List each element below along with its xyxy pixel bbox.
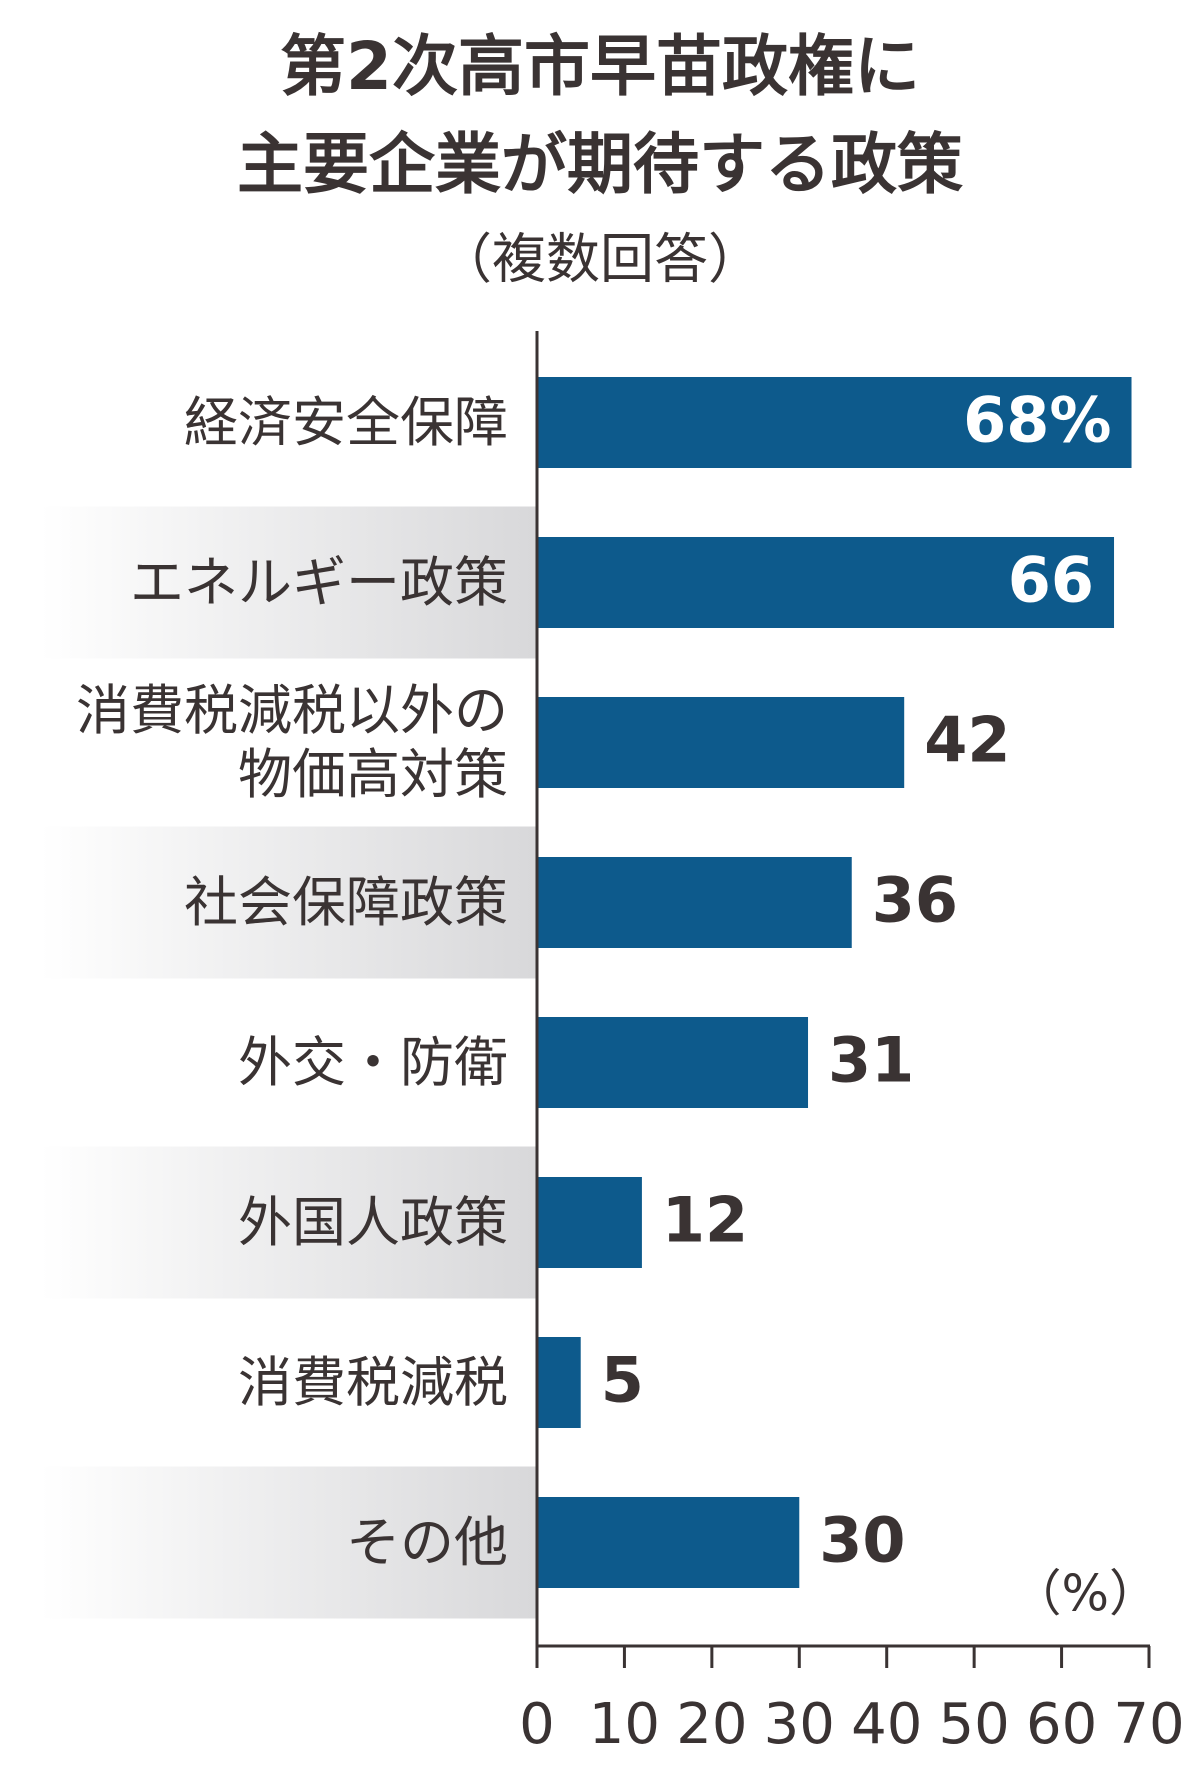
category-text: 経済安全保障 <box>184 390 508 454</box>
category-label: 経済安全保障 <box>38 347 508 499</box>
category-label: エネルギー政策 <box>38 507 508 659</box>
value-label: 36 <box>872 864 958 937</box>
bar <box>537 1177 642 1268</box>
value-label: 12 <box>662 1184 748 1257</box>
x-tick-label: 40 <box>851 1692 922 1757</box>
category-label: その他 <box>38 1467 508 1619</box>
row-band <box>40 506 537 659</box>
row-bands <box>40 506 537 1619</box>
bar <box>537 537 1115 628</box>
value-label: 5 <box>601 1344 644 1417</box>
category-text: 消費税減税以外の物価高対策 <box>76 678 508 806</box>
category-text: 社会保障政策 <box>184 870 508 934</box>
row-band <box>40 1146 537 1299</box>
category-label: 消費税減税 <box>38 1307 508 1459</box>
bar <box>537 1017 809 1108</box>
value-label: 68% <box>963 384 1111 457</box>
value-label: 42 <box>924 704 1010 777</box>
chart-title: 主要企業が期待する政策 <box>237 126 963 203</box>
chart-title: 第2次高市早苗政権に <box>280 28 920 105</box>
bar <box>537 697 905 788</box>
row-band <box>40 826 537 979</box>
chart-subtitle: （複数回答） <box>438 228 762 291</box>
x-tick-label: 0 <box>519 1692 555 1757</box>
bar <box>537 377 1132 468</box>
unit-label: （%） <box>1011 1565 1159 1623</box>
category-text: 消費税減税 <box>238 1350 508 1414</box>
value-label: 66 <box>1008 544 1094 617</box>
x-tick-label: 30 <box>764 1692 835 1757</box>
x-tick-label: 50 <box>939 1692 1010 1757</box>
value-label: 31 <box>828 1024 914 1097</box>
category-label: 外国人政策 <box>38 1147 508 1299</box>
bar <box>537 857 852 948</box>
value-label: 30 <box>819 1504 905 1577</box>
category-text: 外国人政策 <box>238 1190 508 1254</box>
bar <box>537 1337 581 1428</box>
category-text: エネルギー政策 <box>130 550 508 614</box>
x-tick-label: 60 <box>1026 1692 1097 1757</box>
category-text: 外交・防衛 <box>238 1030 508 1094</box>
x-tick-label: 10 <box>589 1692 660 1757</box>
category-label: 外交・防衛 <box>38 987 508 1139</box>
x-tick-label: 70 <box>1113 1692 1184 1757</box>
row-band <box>40 1466 537 1619</box>
category-label: 消費税減税以外の物価高対策 <box>38 667 508 819</box>
x-tick-label: 20 <box>676 1692 747 1757</box>
category-label: 社会保障政策 <box>38 827 508 979</box>
bar <box>537 1497 800 1588</box>
category-text: その他 <box>346 1510 508 1574</box>
